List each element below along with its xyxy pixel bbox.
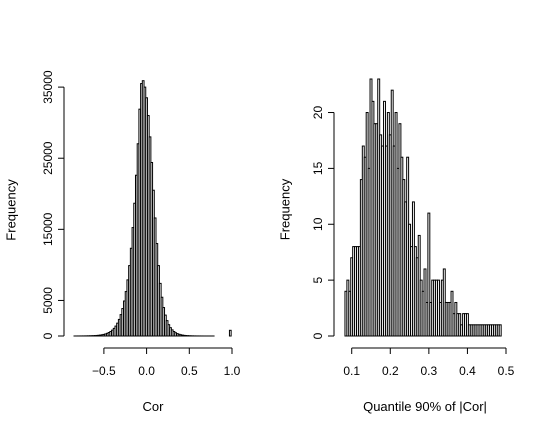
left-y-tick-label: 15000 (41, 212, 55, 246)
right-y-tick-label: 20 (311, 106, 325, 120)
right-y-tick-label: 10 (311, 217, 325, 231)
left-y-tick-label: 35000 (41, 70, 55, 104)
right-bars (344, 78, 502, 337)
right-x-tick-label: 0.2 (382, 364, 399, 378)
right-x-tick-label: 0.5 (498, 364, 515, 378)
left-y-axis-label: Frequency (3, 179, 18, 241)
left-x-tick-label: 0.0 (138, 364, 155, 378)
left-y-ticks: 0 5000 15000 25000 35000 (41, 70, 64, 339)
right-histogram-bar (498, 324, 502, 337)
right-y-tick-label: 0 (311, 332, 325, 339)
left-bars (73, 80, 232, 337)
right-x-ticks: 0.1 0.2 0.3 0.4 0.5 (343, 348, 515, 378)
right-x-axis-label: Quantile 90% of |Cor| (363, 399, 487, 414)
right-y-tick-label: 15 (311, 161, 325, 175)
right-y-tick-label: 5 (311, 276, 325, 283)
right-x-tick-label: 0.1 (343, 364, 360, 378)
left-y-tick-label: 5000 (41, 287, 55, 314)
right-x-tick-label: 0.3 (421, 364, 438, 378)
right-x-tick-label: 0.4 (459, 364, 476, 378)
right-y-axis-label: Frequency (277, 178, 292, 240)
left-x-axis-label: Cor (143, 399, 165, 414)
left-x-tick-label: 1.0 (224, 364, 241, 378)
left-x-ticks: −0.5 0.0 0.5 1.0 (92, 348, 241, 378)
panel-left-histogram: 0 5000 15000 25000 35000 −0.5 0.0 0.5 1.0 Cor F… (3, 70, 240, 414)
panel-right-histogram: 0 5 10 15 20 0.1 0.2 0.3 0.4 0.5 Quantile 90% of… (277, 78, 515, 414)
right-histogram-bar (427, 212, 431, 337)
left-histogram-bar (228, 329, 232, 337)
left-x-tick-label: 0.5 (181, 364, 198, 378)
left-y-tick-label: 0 (41, 332, 55, 339)
left-y-tick-label: 25000 (41, 141, 55, 175)
left-x-tick-label: −0.5 (92, 364, 116, 378)
right-y-ticks: 0 5 10 15 20 (311, 106, 334, 339)
